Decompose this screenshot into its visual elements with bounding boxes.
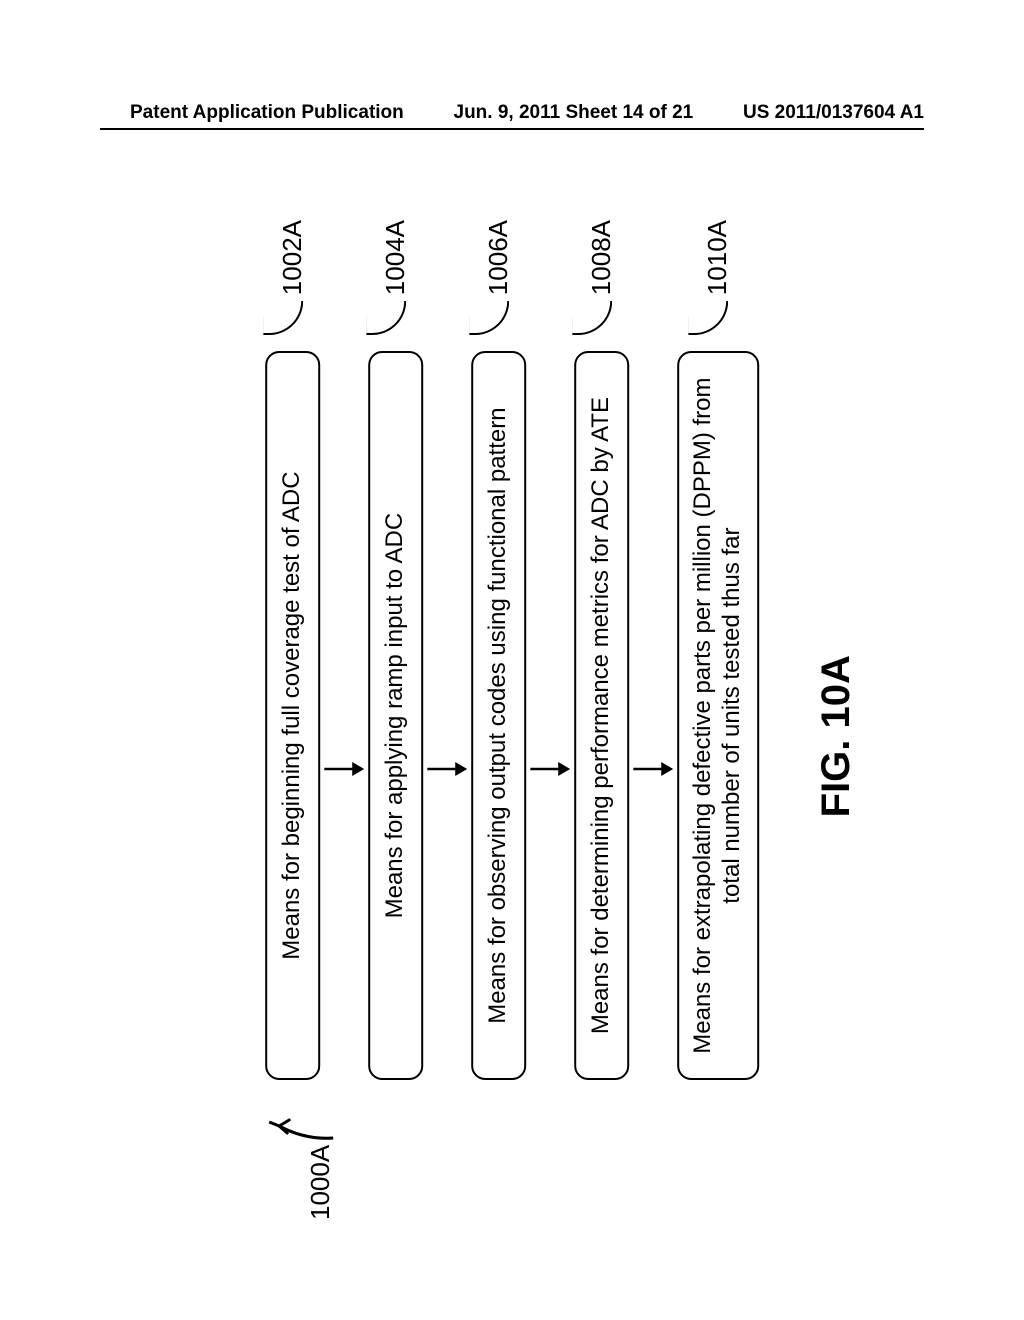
flow-row: Means for beginning full coverage test o… — [265, 220, 320, 1080]
header-rule — [100, 128, 924, 130]
flow-box: Means for determining performance metric… — [574, 351, 629, 1080]
flow-row: Means for observing output codes using f… — [471, 220, 526, 1080]
flow-arrow — [633, 759, 673, 779]
header-spacer-1 — [404, 102, 454, 124]
page-header: Patent Application Publication Jun. 9, 2… — [0, 102, 1024, 124]
flow-arrow — [530, 759, 570, 779]
label-connector — [572, 301, 612, 335]
flow-box-text: Means for applying ramp input to ADC — [381, 513, 410, 919]
header-center: Jun. 9, 2011 Sheet 14 of 21 — [454, 102, 694, 124]
flow-box-text: Means for determining performance metric… — [587, 397, 616, 1034]
header-spacer-2 — [693, 102, 743, 124]
arrow-down-icon — [427, 759, 467, 779]
arrow-down-icon — [530, 759, 570, 779]
arrow-down-icon — [324, 759, 364, 779]
flow-box: Means for applying ramp input to ADC — [368, 351, 423, 1080]
header-left: Patent Application Publication — [130, 102, 404, 124]
flow-box: Means for observing output codes using f… — [471, 351, 526, 1080]
figure-label: FIG. 10A — [814, 655, 859, 817]
flow-row: Means for determining performance metric… — [574, 220, 629, 1080]
flow-box-text: Means for beginning full coverage test o… — [278, 471, 307, 959]
flow-box-text: Means for extrapolating defective parts … — [689, 371, 747, 1060]
label-connector — [366, 301, 406, 335]
flow-box-label: 1008A — [586, 220, 617, 295]
flow-box-label-wrap: 1008A — [586, 220, 617, 335]
flow-box: Means for beginning full coverage test o… — [265, 351, 320, 1080]
diagram-rotated-container: 1000A Means for beginning full coverage … — [265, 220, 759, 1220]
label-connector — [469, 301, 509, 335]
header-right: US 2011/0137604 A1 — [743, 102, 924, 124]
flow-arrow — [324, 759, 364, 779]
flow-arrow — [427, 759, 467, 779]
diagram-ref-label: 1000A — [305, 1145, 336, 1220]
page-root: Patent Application Publication Jun. 9, 2… — [0, 0, 1024, 1320]
flow-row: Means for applying ramp input to ADC 100… — [368, 220, 423, 1080]
flow-box-label: 1004A — [380, 220, 411, 295]
label-connector — [688, 301, 728, 335]
flow-box-label-wrap: 1006A — [483, 220, 514, 335]
flow-box-label-wrap: 1004A — [380, 220, 411, 335]
flow-box-label: 1006A — [483, 220, 514, 295]
flow-row: Means for extrapolating defective parts … — [677, 220, 759, 1080]
flow-box-label-wrap: 1002A — [277, 220, 308, 335]
flow-box: Means for extrapolating defective parts … — [677, 351, 759, 1080]
diagram-reference: 1000A — [265, 1110, 336, 1220]
flow-box-label-wrap: 1010A — [703, 220, 734, 335]
label-connector — [263, 301, 303, 335]
flow-box-label: 1010A — [703, 220, 734, 295]
flow-box-text: Means for observing output codes using f… — [484, 407, 513, 1023]
flowchart: Means for beginning full coverage test o… — [265, 220, 759, 1080]
arrow-down-icon — [633, 759, 673, 779]
curved-arrow-icon — [265, 1114, 335, 1142]
flow-box-label: 1002A — [277, 220, 308, 295]
